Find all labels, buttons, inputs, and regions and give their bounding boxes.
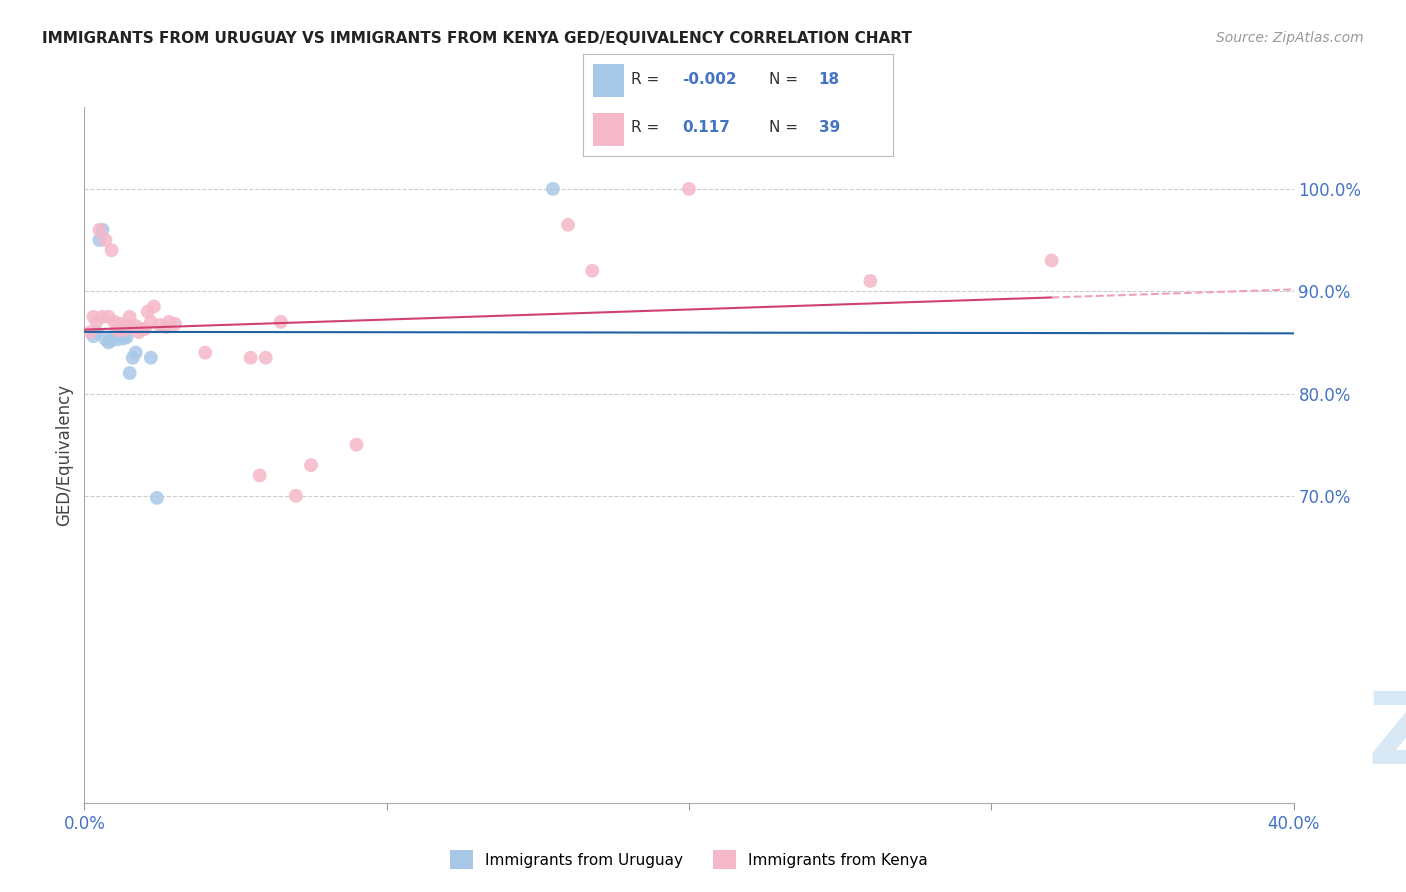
Text: 39: 39	[818, 120, 839, 136]
Point	[97, 310, 120, 324]
Point	[1040, 253, 1063, 268]
Point	[115, 318, 138, 333]
Point	[82, 329, 104, 343]
Point	[859, 274, 882, 288]
Point	[346, 438, 368, 452]
Text: -0.002: -0.002	[682, 72, 737, 87]
Point	[118, 310, 141, 324]
Point	[155, 320, 177, 334]
Point	[299, 458, 322, 472]
Point	[139, 351, 162, 365]
Point	[118, 366, 141, 380]
Point	[131, 322, 153, 336]
Text: R =: R =	[631, 120, 659, 136]
Point	[678, 182, 700, 196]
Point	[157, 315, 180, 329]
FancyBboxPatch shape	[593, 64, 624, 96]
Text: 0.117: 0.117	[682, 120, 730, 136]
Point	[97, 335, 120, 350]
Point	[104, 329, 127, 343]
Point	[91, 223, 114, 237]
Point	[285, 489, 308, 503]
Text: R =: R =	[631, 72, 659, 87]
Point	[110, 317, 132, 331]
Point	[128, 325, 150, 339]
Y-axis label: GED/Equivalency: GED/Equivalency	[55, 384, 73, 526]
Point	[100, 244, 122, 258]
Legend: Immigrants from Uruguay, Immigrants from Kenya: Immigrants from Uruguay, Immigrants from…	[443, 845, 935, 875]
Text: N =: N =	[769, 120, 799, 136]
FancyBboxPatch shape	[593, 113, 624, 145]
Point	[86, 325, 108, 339]
Point	[91, 310, 114, 324]
Point	[136, 304, 159, 318]
Point	[125, 318, 148, 333]
Point	[581, 264, 603, 278]
Point	[139, 315, 162, 329]
Point	[541, 182, 564, 196]
Point	[142, 300, 165, 314]
Text: N =: N =	[769, 72, 799, 87]
Point	[112, 331, 135, 345]
Point	[79, 325, 101, 339]
Point	[194, 345, 217, 359]
Point	[112, 323, 135, 337]
Point	[254, 351, 277, 365]
Point	[270, 315, 292, 329]
Point	[110, 328, 132, 343]
Point	[104, 315, 127, 329]
Point	[107, 323, 129, 337]
Point	[121, 321, 143, 335]
Point	[149, 318, 172, 332]
Point	[86, 315, 108, 329]
Point	[115, 330, 138, 344]
Text: IMMIGRANTS FROM URUGUAY VS IMMIGRANTS FROM KENYA GED/EQUIVALENCY CORRELATION CHA: IMMIGRANTS FROM URUGUAY VS IMMIGRANTS FR…	[42, 31, 912, 46]
Point	[121, 351, 143, 365]
Point	[94, 233, 117, 247]
Point	[82, 310, 104, 324]
Point	[134, 322, 156, 336]
Text: 18: 18	[818, 72, 839, 87]
Point	[165, 317, 187, 331]
Point	[89, 233, 111, 247]
Point	[94, 332, 117, 346]
Point	[239, 351, 262, 365]
Point	[249, 468, 271, 483]
Point	[125, 345, 148, 359]
Text: Source: ZipAtlas.com: Source: ZipAtlas.com	[1216, 31, 1364, 45]
Point	[100, 334, 122, 348]
Point	[146, 491, 169, 505]
Point	[107, 332, 129, 346]
Point	[89, 223, 111, 237]
Point	[557, 218, 579, 232]
Text: ZIPatlas: ZIPatlas	[1368, 688, 1406, 785]
